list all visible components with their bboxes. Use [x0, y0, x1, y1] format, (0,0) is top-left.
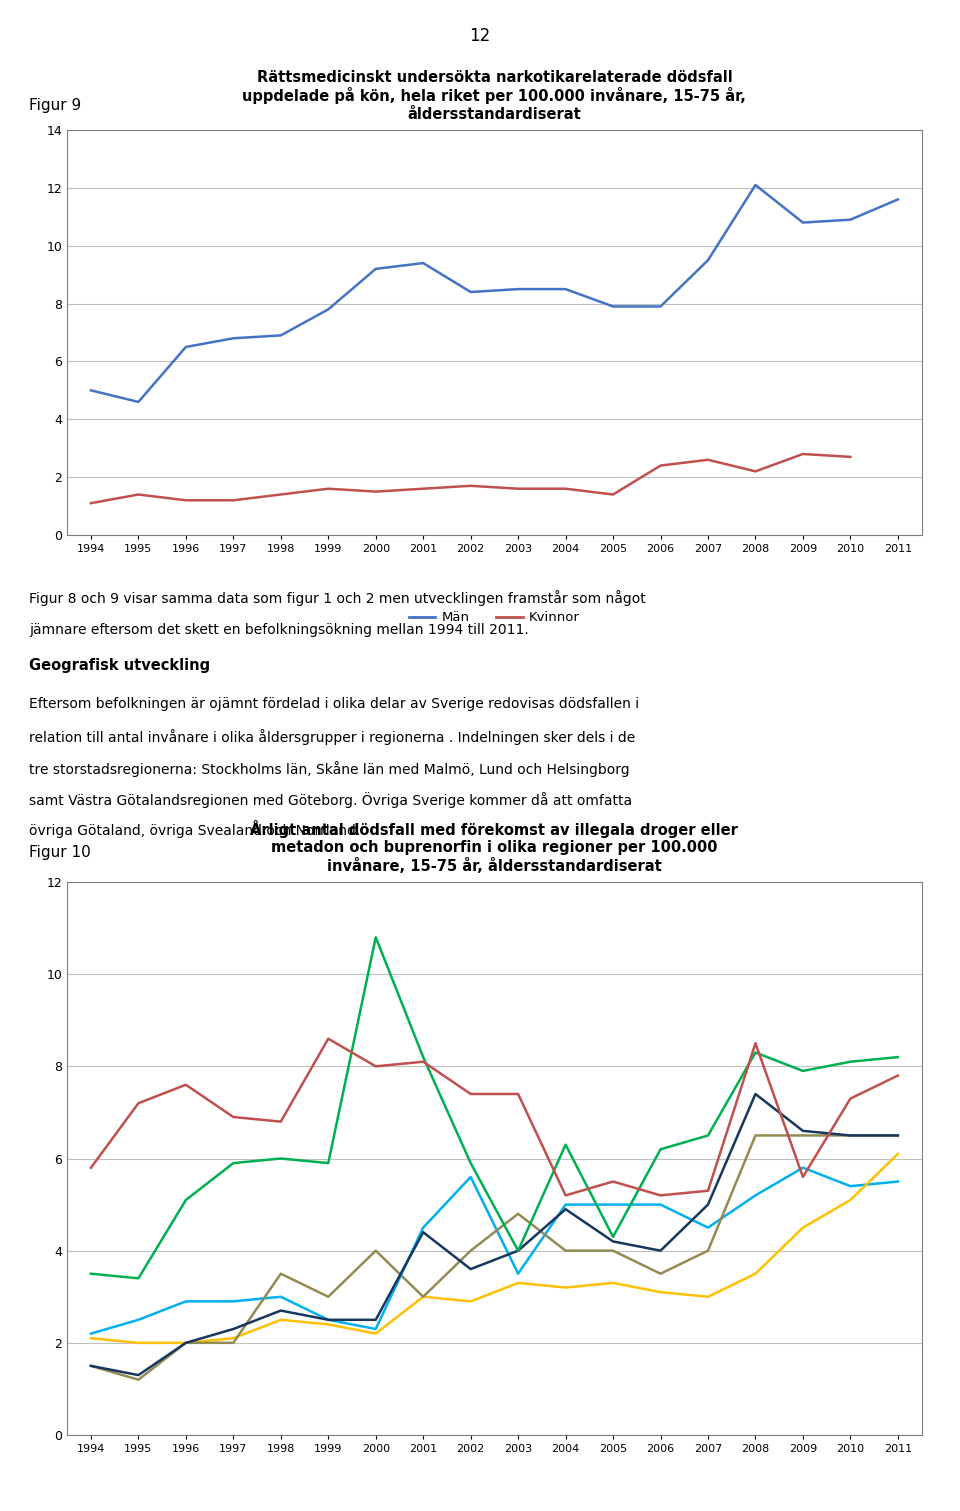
Text: Geografisk utveckling: Geografisk utveckling — [29, 657, 210, 672]
Text: relation till antal invånare i olika åldersgrupper i regionerna . Indelningen sk: relation till antal invånare i olika åld… — [29, 728, 636, 745]
Legend: Män, Kvinnor: Män, Kvinnor — [403, 606, 586, 630]
Title: Rättsmedicinskt undersökta narkotikarelaterade dödsfall
uppdelade på kön, hela r: Rättsmedicinskt undersökta narkotikarela… — [243, 70, 746, 122]
Text: Eftersom befolkningen är ojämnt fördelad i olika delar av Sverige redovisas döds: Eftersom befolkningen är ojämnt fördelad… — [29, 697, 639, 712]
Text: 12: 12 — [469, 27, 491, 45]
Text: tre storstadsregionerna: Stockholms län, Skåne län med Malmö, Lund och Helsingbo: tre storstadsregionerna: Stockholms län,… — [29, 760, 630, 777]
Text: Figur 8 och 9 visar samma data som figur 1 och 2 men utvecklingen framstår som n: Figur 8 och 9 visar samma data som figur… — [29, 589, 645, 606]
Title: Årligt antal dödsfall med förekomst av illegala droger eller
metadon och bupreno: Årligt antal dödsfall med förekomst av i… — [251, 820, 738, 873]
Text: Figur 10: Figur 10 — [29, 845, 90, 860]
Text: samt Västra Götalandsregionen med Göteborg. Övriga Sverige kommer då att omfatta: samt Västra Götalandsregionen med Götebo… — [29, 792, 632, 808]
Text: Figur 9: Figur 9 — [29, 98, 81, 113]
Text: övriga Götaland, övriga Svealand och Norrland.: övriga Götaland, övriga Svealand och Nor… — [29, 823, 360, 839]
Text: jämnare eftersom det skett en befolkningsökning mellan 1994 till 2011.: jämnare eftersom det skett en befolkning… — [29, 623, 529, 638]
